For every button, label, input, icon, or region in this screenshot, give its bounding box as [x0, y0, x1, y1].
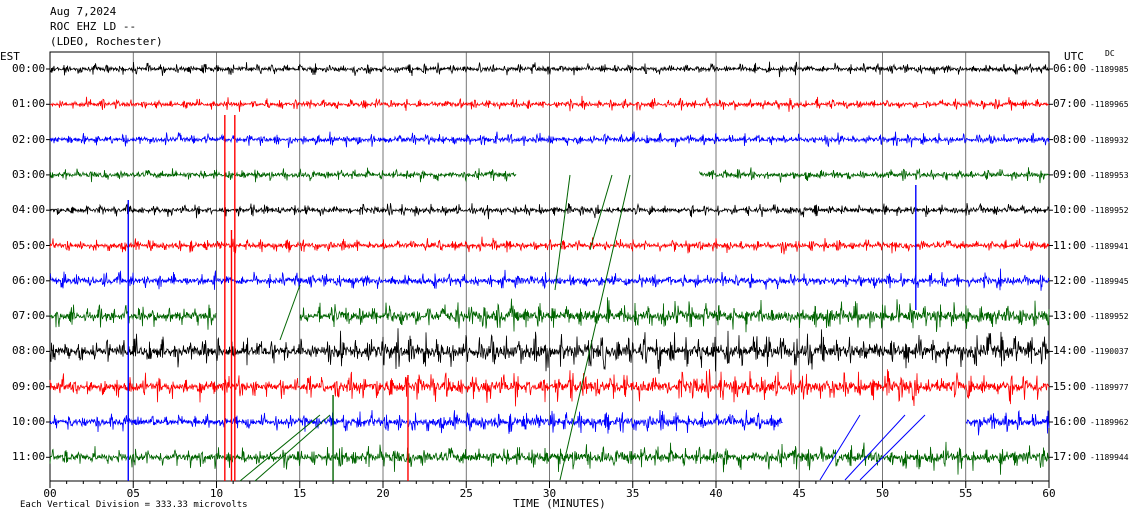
dc-value-label: -1189945 — [1090, 276, 1129, 286]
dc-value-label: -1189985 — [1090, 65, 1129, 74]
utc-label: 15:00 — [1053, 379, 1087, 393]
trace-overflow-line — [559, 174, 631, 481]
trace-overflow-line — [819, 414, 861, 481]
dc-value-label: -1189941 — [1090, 241, 1129, 251]
utc-label: 06:00 — [1053, 62, 1087, 75]
x-tick-label-10: 10 — [210, 487, 223, 500]
x-tick-label-00: 00 — [43, 487, 56, 500]
x-tick-label-30: 30 — [543, 487, 556, 500]
est-label: 06:00 — [12, 273, 46, 287]
dc-value-label: -1189952 — [1090, 312, 1129, 322]
trace-overflow-line — [589, 174, 613, 251]
trace-overflow-line — [239, 414, 321, 482]
trace-row-02:00 — [49, 131, 1050, 148]
utc-label: 09:00 — [1053, 167, 1087, 181]
dc-value-label: -1189952 — [1090, 206, 1129, 216]
left-axis-title: EST — [0, 50, 20, 63]
est-label: 00:00 — [12, 62, 46, 75]
x-tick-label-55: 55 — [959, 487, 972, 500]
dc-value-label: -1189953 — [1090, 170, 1129, 180]
utc-label: 14:00 — [1053, 344, 1087, 358]
utc-label: 16:00 — [1053, 415, 1087, 428]
est-label: 04:00 — [12, 203, 46, 217]
dc-value-label: -1190037 — [1090, 347, 1129, 357]
x-tick-label-15: 15 — [293, 487, 306, 500]
utc-label: 11:00 — [1053, 238, 1087, 252]
scale-note: Each Vertical Division = 333.33 microvol… — [20, 500, 248, 510]
trace-row-09:00 — [49, 369, 1050, 407]
header-station: ROC EHZ LD -- — [50, 20, 137, 33]
utc-label: 08:00 — [1053, 132, 1087, 146]
trace-overflow-line — [844, 414, 906, 481]
trace-overflow-line — [859, 414, 926, 481]
x-tick-label-50: 50 — [876, 487, 889, 500]
x-tick-label-05: 05 — [127, 487, 140, 500]
utc-label: 07:00 — [1053, 97, 1087, 111]
est-label: 02:00 — [12, 132, 46, 146]
trace-overflow-line — [279, 284, 301, 341]
dc-value-label: -1189965 — [1090, 100, 1129, 110]
est-label: 07:00 — [12, 309, 46, 323]
trace-row-04:00 — [49, 202, 1050, 220]
utc-label: 13:00 — [1053, 309, 1087, 323]
trace-row-10:00 — [49, 409, 1050, 436]
dc-value-label: -1189962 — [1090, 418, 1129, 427]
dc-value-label: -1189932 — [1090, 135, 1129, 145]
trace-row-08:00 — [49, 328, 1050, 374]
est-label: 11:00 — [12, 450, 46, 464]
est-label: 08:00 — [12, 344, 46, 358]
utc-label: 17:00 — [1053, 450, 1087, 464]
est-label: 01:00 — [12, 97, 46, 111]
x-tick-label-45: 45 — [793, 487, 806, 500]
x-tick-label-35: 35 — [626, 487, 639, 500]
est-label: 10:00 — [12, 415, 46, 428]
est-label: 03:00 — [12, 167, 46, 181]
dc-value-label: -1189977 — [1090, 382, 1129, 392]
header-network: (LDEO, Rochester) — [50, 35, 163, 48]
est-label: 05:00 — [12, 238, 46, 252]
x-tick-label-40: 40 — [709, 487, 722, 500]
x-axis-title: TIME (MINUTES) — [513, 497, 606, 510]
x-tick-label-20: 20 — [376, 487, 389, 500]
utc-label: 10:00 — [1053, 203, 1087, 217]
trace-row-00:00 — [49, 61, 1050, 78]
header-date: Aug 7,2024 — [50, 5, 117, 18]
trace-row-01:00 — [49, 95, 1050, 112]
dc-value-label: -1189944 — [1090, 453, 1129, 463]
trace-overflow-line — [554, 174, 571, 291]
dc-label: DC — [1105, 49, 1115, 58]
trace-overflow-line — [254, 414, 331, 482]
trace-row-03:00 — [49, 167, 1050, 184]
x-tick-label-25: 25 — [460, 487, 473, 500]
x-tick-label-60: 60 — [1042, 487, 1055, 500]
trace-row-05:00 — [49, 236, 1050, 255]
trace-row-06:00 — [49, 268, 1050, 291]
right-axis-title: UTC — [1064, 50, 1084, 63]
utc-label: 12:00 — [1053, 273, 1087, 287]
trace-row-07:00 — [49, 297, 1050, 333]
est-label: 09:00 — [12, 379, 46, 393]
